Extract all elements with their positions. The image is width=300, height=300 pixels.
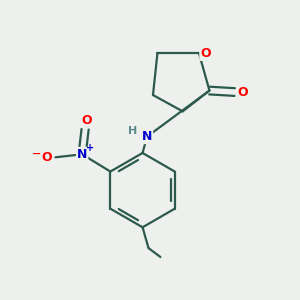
Text: O: O (238, 85, 248, 98)
Text: O: O (81, 114, 92, 127)
Text: O: O (42, 151, 52, 164)
Text: O: O (200, 47, 211, 60)
Text: +: + (86, 143, 94, 153)
Text: N: N (77, 148, 87, 161)
Text: H: H (128, 126, 137, 136)
Text: −: − (32, 149, 41, 159)
Text: N: N (142, 130, 152, 143)
